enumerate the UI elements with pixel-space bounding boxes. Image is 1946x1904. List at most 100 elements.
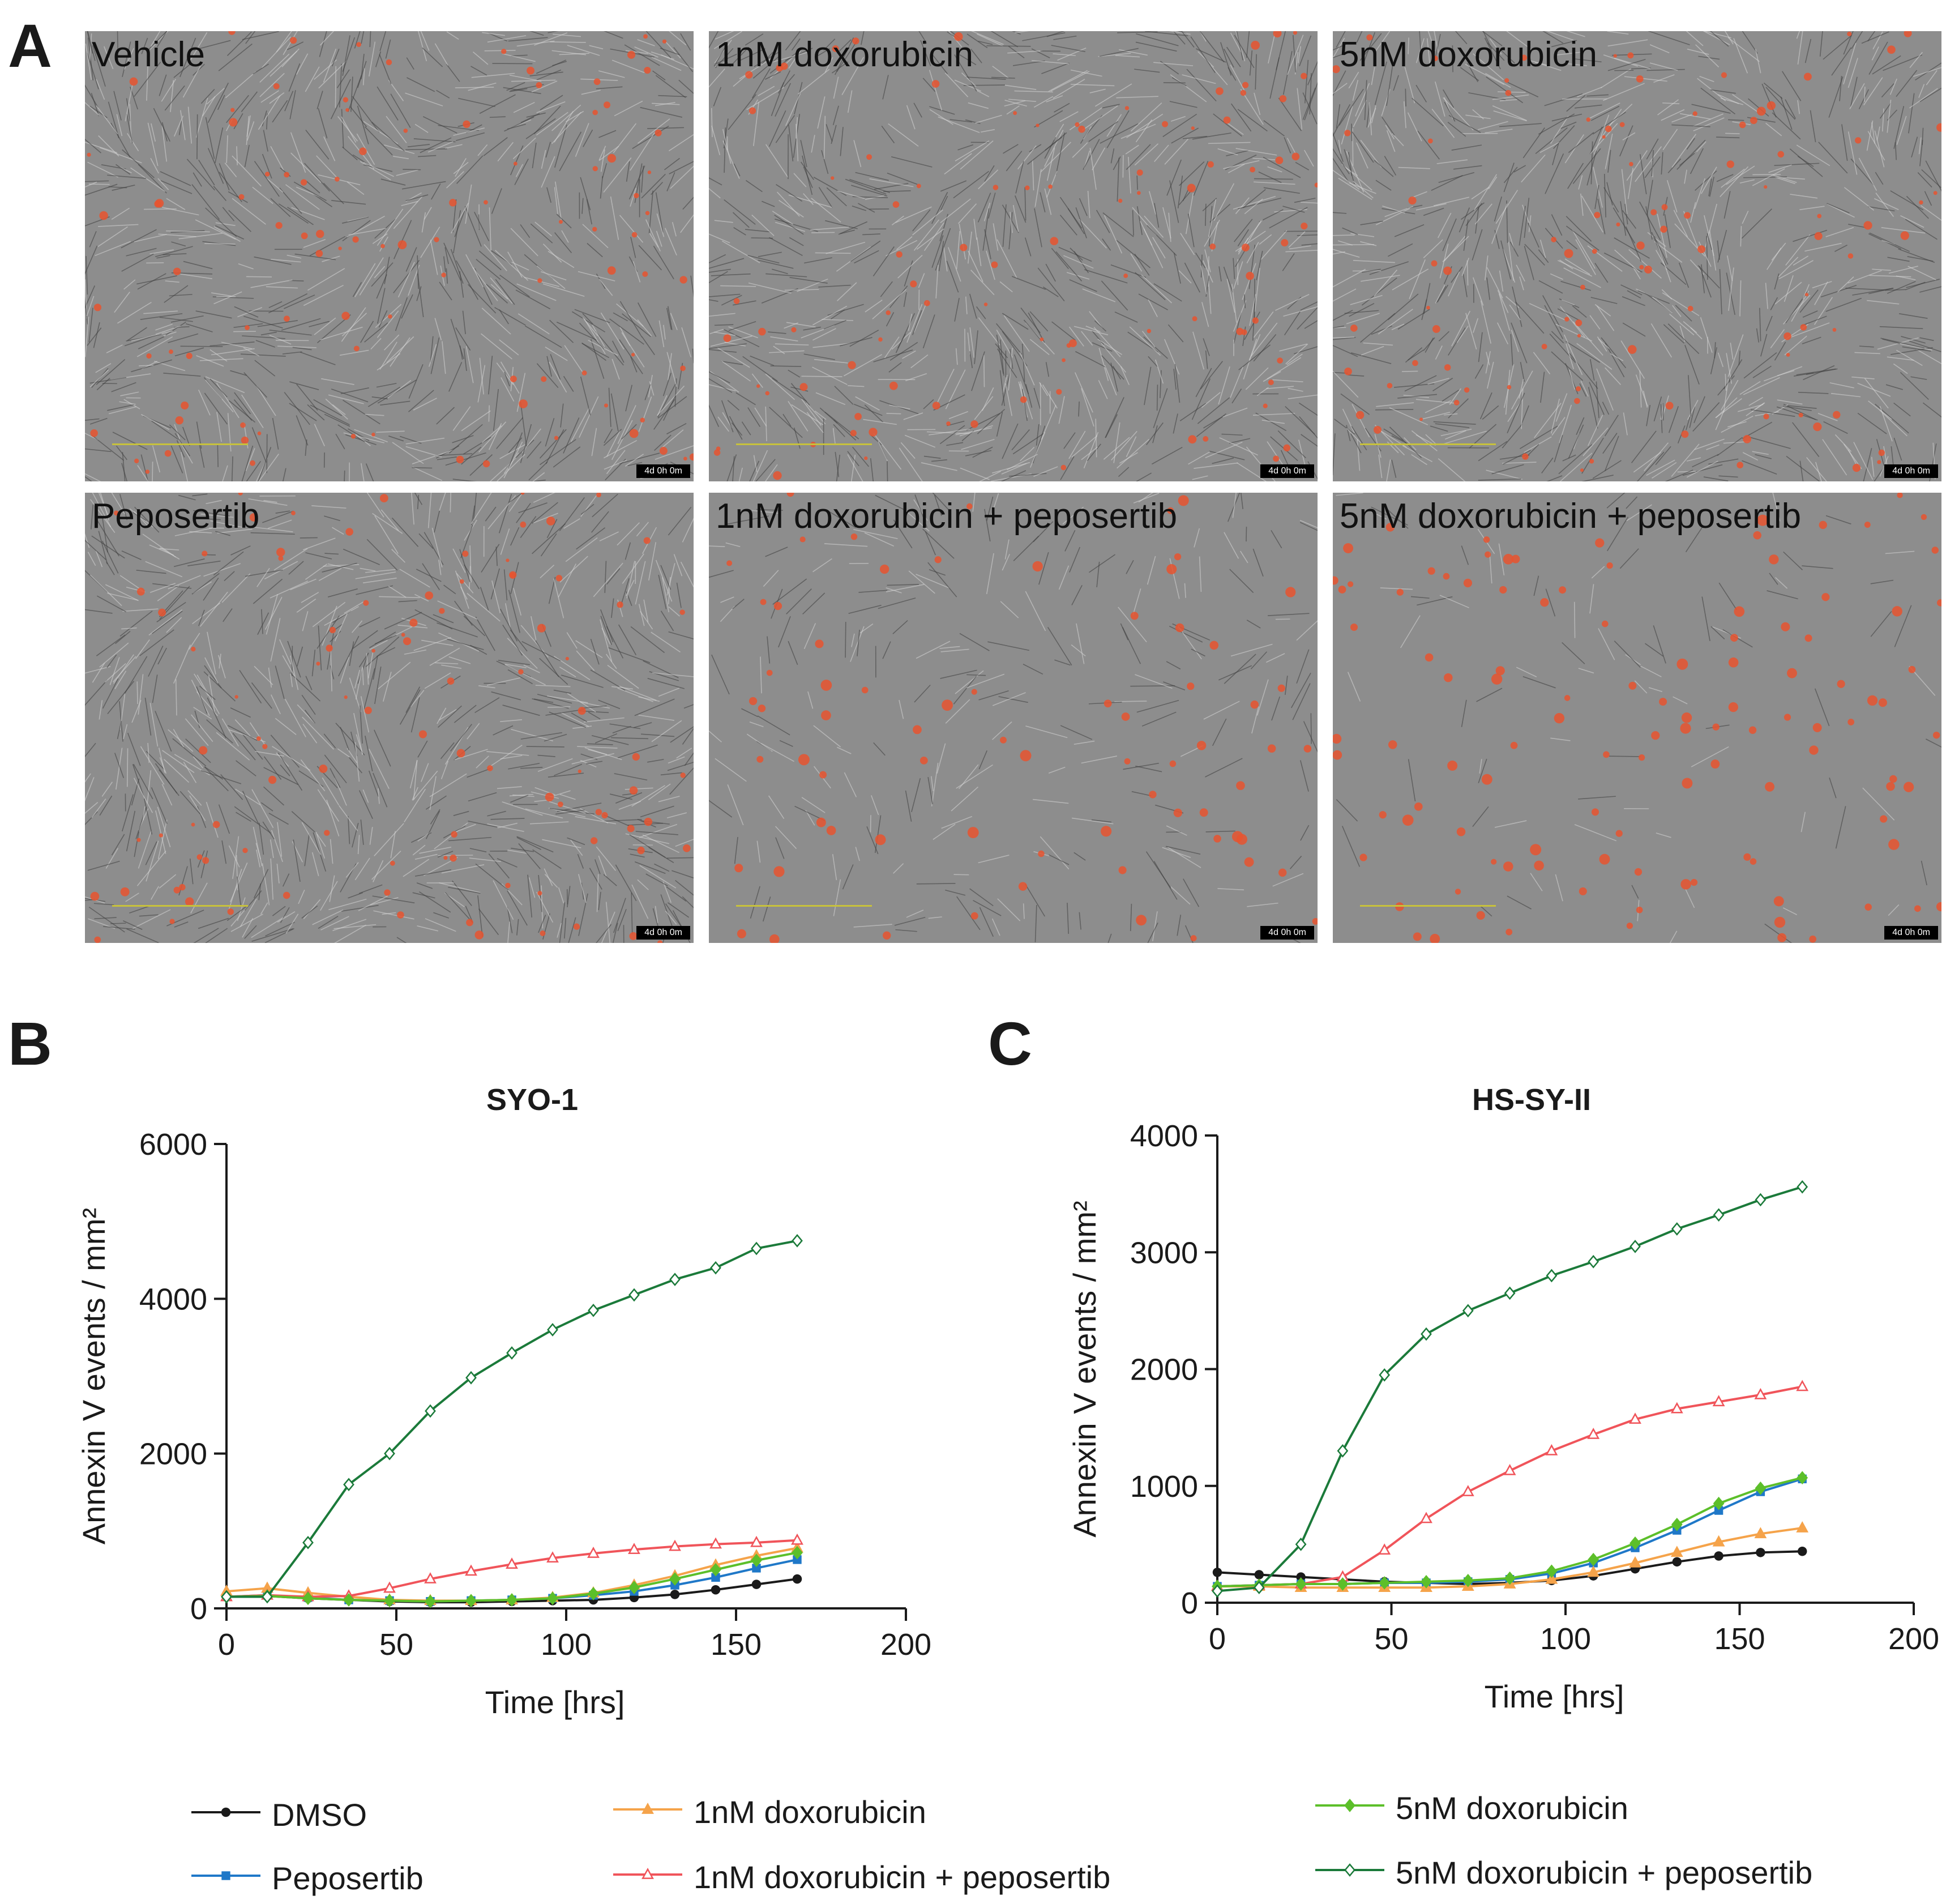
data-point bbox=[1588, 1552, 1599, 1566]
micrograph-texture bbox=[709, 31, 1318, 481]
data-point bbox=[506, 1593, 517, 1607]
timestamp: 4d 0h 0m bbox=[1260, 926, 1314, 940]
data-point bbox=[383, 1581, 396, 1593]
scale-bar bbox=[736, 443, 872, 462]
data-point bbox=[1672, 1557, 1682, 1567]
timestamp: 4d 0h 0m bbox=[636, 926, 690, 940]
data-point bbox=[1629, 1556, 1641, 1568]
data-point bbox=[1713, 1208, 1725, 1222]
data-point bbox=[384, 1594, 395, 1608]
data-point bbox=[710, 1563, 721, 1577]
data-point bbox=[1797, 1547, 1807, 1556]
data-point bbox=[669, 1539, 681, 1551]
data-point bbox=[221, 1590, 232, 1604]
data-point bbox=[670, 1590, 680, 1599]
micrograph-5nm-doxorubicin: 5nM doxorubicin 4d 0h 0m bbox=[1333, 31, 1941, 481]
x-tick-label: 50 bbox=[1374, 1622, 1408, 1656]
x-axis-label: Time [hrs] bbox=[485, 1684, 625, 1720]
annexin-spots bbox=[713, 31, 1318, 480]
legend-symbol bbox=[641, 1803, 654, 1814]
data-point bbox=[1337, 1444, 1349, 1458]
scale-bar bbox=[736, 905, 872, 924]
x-tick-label: 150 bbox=[1714, 1622, 1765, 1656]
data-point bbox=[384, 1446, 395, 1461]
data-point bbox=[1629, 1240, 1641, 1253]
panel-letter-b: B bbox=[8, 1009, 52, 1078]
cell-streaks bbox=[1336, 493, 1941, 943]
data-point bbox=[1212, 1568, 1222, 1577]
x-tick-label: 100 bbox=[541, 1628, 592, 1662]
micrograph-peposertib: Peposertib 4d 0h 0m bbox=[85, 493, 694, 943]
y-tick-label: 0 bbox=[190, 1592, 207, 1626]
data-point bbox=[302, 1535, 314, 1549]
y-tick-label: 2000 bbox=[1130, 1353, 1198, 1387]
data-point bbox=[1379, 1576, 1391, 1590]
data-point bbox=[1461, 1485, 1474, 1496]
data-point bbox=[424, 1572, 437, 1583]
data-point bbox=[669, 1572, 681, 1586]
cell-streaks bbox=[709, 31, 1318, 481]
micrograph-label: 5nM doxorubicin bbox=[1340, 35, 1597, 74]
micrograph-label: 5nM doxorubicin + peposertib bbox=[1340, 497, 1802, 536]
data-point bbox=[792, 1574, 802, 1584]
legend-marker bbox=[613, 1868, 682, 1879]
data-point bbox=[1796, 1521, 1809, 1532]
data-point bbox=[1504, 1286, 1516, 1300]
panel-letter-c: C bbox=[988, 1009, 1032, 1078]
data-point bbox=[1670, 1402, 1683, 1414]
data-point bbox=[1714, 1506, 1723, 1515]
data-point bbox=[547, 1591, 558, 1606]
data-point bbox=[1671, 1517, 1683, 1531]
legend-label: DMSO bbox=[272, 1797, 367, 1833]
timestamp: 4d 0h 0m bbox=[1260, 464, 1314, 478]
annexin-spots bbox=[87, 31, 694, 474]
data-point bbox=[465, 1564, 477, 1576]
timestamp: 4d 0h 0m bbox=[1884, 926, 1938, 940]
data-point bbox=[1756, 1548, 1765, 1557]
data-point bbox=[1713, 1496, 1725, 1510]
annexin-spots bbox=[726, 493, 1318, 943]
data-point bbox=[343, 1593, 354, 1607]
chart-hs-sy-ii: HS-SY-II 0 1000 2000 3000 4000 0 50 100 150 200 Tim… bbox=[1067, 1083, 1939, 1714]
legend-label: 5nM doxorubicin bbox=[1396, 1790, 1628, 1826]
data-point bbox=[1462, 1304, 1474, 1318]
data-point bbox=[792, 1233, 803, 1248]
legend-marker bbox=[1315, 1799, 1384, 1812]
chart-title: SYO-1 bbox=[486, 1083, 578, 1117]
data-point bbox=[1503, 1463, 1516, 1475]
chart-title: HS-SY-II bbox=[1472, 1083, 1591, 1117]
chart-syo-1: SYO-1 0 2000 4000 6000 0 50 100 150 200 Time [hrs]… bbox=[76, 1083, 931, 1720]
legend-label: Peposertib bbox=[272, 1860, 424, 1896]
scale-bar bbox=[1360, 905, 1496, 924]
legend-label: 1nM doxorubicin bbox=[694, 1794, 926, 1830]
legend-symbol bbox=[1344, 1863, 1355, 1877]
data-point bbox=[1504, 1571, 1516, 1585]
data-point bbox=[343, 1478, 354, 1492]
micrograph-vehicle: Vehicle 4d 0h 0m bbox=[85, 31, 694, 481]
annexin-spots bbox=[1333, 493, 1941, 943]
data-point bbox=[425, 1404, 436, 1418]
micrograph-1nm-doxorubicin-peposertib: 1nM doxorubicin + peposertib 4d 0h 0m bbox=[709, 493, 1318, 943]
data-point bbox=[791, 1533, 803, 1545]
data-point bbox=[1295, 1577, 1307, 1591]
data-point bbox=[302, 1591, 314, 1606]
micrograph-1nm-doxorubicin: 1nM doxorubicin 4d 0h 0m bbox=[709, 31, 1318, 481]
cell-streaks bbox=[85, 31, 694, 481]
micrograph-5nm-doxorubicin-peposertib: 5nM doxorubicin + peposertib 4d 0h 0m bbox=[1333, 493, 1941, 943]
micrograph-texture bbox=[709, 493, 1318, 943]
data-point bbox=[1212, 1584, 1223, 1598]
data-point bbox=[1671, 1222, 1683, 1236]
data-point bbox=[465, 1594, 477, 1608]
micrograph-texture bbox=[85, 31, 694, 481]
data-point bbox=[1254, 1570, 1264, 1579]
series-5nm-doxorubicin bbox=[1212, 1471, 1808, 1593]
data-point bbox=[1545, 1572, 1558, 1584]
annexin-spots bbox=[90, 493, 691, 943]
x-tick-label: 100 bbox=[1540, 1622, 1591, 1656]
data-point bbox=[1629, 1412, 1641, 1424]
data-point bbox=[588, 1303, 599, 1317]
data-point bbox=[506, 1557, 518, 1569]
data-point bbox=[1587, 1565, 1600, 1577]
legend-marker bbox=[191, 1871, 260, 1880]
micrograph-texture bbox=[1333, 31, 1941, 481]
